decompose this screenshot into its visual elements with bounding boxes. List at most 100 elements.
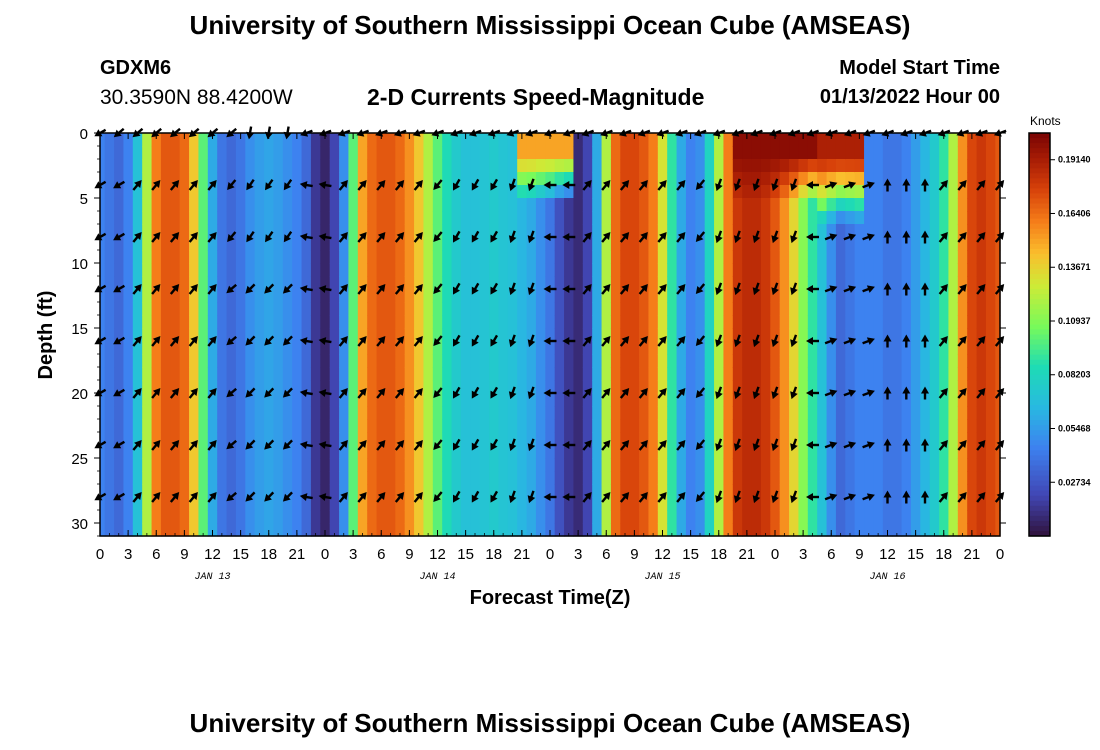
heatmap-cell (207, 341, 218, 355)
heatmap-cell (357, 432, 368, 446)
heatmap-cell (151, 315, 162, 329)
heatmap-cell (339, 185, 350, 199)
heatmap-cell (545, 328, 556, 342)
heatmap-cell (723, 263, 734, 277)
heatmap-cell (301, 172, 312, 186)
heatmap-cell (460, 523, 471, 537)
heatmap-cell (564, 250, 575, 264)
current-arrow (283, 179, 293, 191)
heatmap-cell (217, 172, 228, 186)
heatmap-cell (451, 224, 462, 238)
heatmap-cell (395, 328, 406, 342)
heatmap-cell (207, 133, 218, 147)
heatmap-cell (404, 328, 415, 342)
heatmap-cell (170, 250, 181, 264)
heatmap-cell (601, 198, 612, 212)
heatmap-cell (451, 315, 462, 329)
heatmap-cell (920, 185, 931, 199)
heatmap-cell (657, 315, 668, 329)
heatmap-cell (882, 250, 893, 264)
heatmap-cell (742, 328, 753, 342)
current-arrow (790, 334, 798, 348)
heatmap-cell (657, 289, 668, 303)
current-arrow (113, 492, 125, 501)
heatmap-cell (432, 289, 443, 303)
heatmap-cell (667, 510, 678, 524)
heatmap-cell (414, 328, 425, 342)
heatmap-cell (639, 458, 650, 472)
heatmap-cell (676, 380, 687, 394)
heatmap-cell (592, 146, 603, 160)
heatmap-cell (395, 172, 406, 186)
heatmap-cell (404, 289, 415, 303)
heatmap-cell (826, 263, 837, 277)
current-arrow (562, 285, 576, 293)
heatmap-cell (985, 276, 996, 290)
heatmap-cell (282, 289, 293, 303)
heatmap-cell (817, 172, 828, 186)
heatmap-cell (198, 393, 209, 407)
heatmap-cell (151, 393, 162, 407)
heatmap-cell (526, 341, 537, 355)
heatmap-cell (123, 159, 134, 173)
current-arrow (902, 490, 911, 504)
heatmap-cell (564, 432, 575, 446)
heatmap-cell (470, 497, 481, 511)
heatmap-cell (264, 471, 275, 485)
heatmap-cell (254, 393, 265, 407)
heatmap-cell (957, 497, 968, 511)
current-arrow (508, 178, 517, 192)
current-arrow (676, 284, 686, 295)
heatmap-cell (114, 341, 125, 355)
heatmap-cell (132, 406, 143, 420)
heatmap-cell (985, 250, 996, 264)
heatmap-cell (826, 354, 837, 368)
heatmap-cell (864, 237, 875, 251)
heatmap-cell (151, 380, 162, 394)
heatmap-cell (732, 445, 743, 459)
heatmap-cell (564, 185, 575, 199)
heatmap-cell (835, 393, 846, 407)
heatmap-cell (657, 484, 668, 498)
current-arrow (806, 493, 819, 501)
heatmap-cell (404, 250, 415, 264)
current-arrow (733, 490, 742, 504)
heatmap-cell (639, 159, 650, 173)
current-arrow (226, 335, 237, 346)
colorbar-segment (1029, 405, 1050, 411)
heatmap-cell (273, 341, 284, 355)
heatmap-cell (657, 341, 668, 355)
heatmap-cell (676, 523, 687, 537)
heatmap-cell (235, 484, 246, 498)
heatmap-cell (770, 250, 781, 264)
heatmap-cell (132, 354, 143, 368)
heatmap-cell (320, 328, 331, 342)
heatmap-cell (920, 159, 931, 173)
heatmap-cell (592, 497, 603, 511)
heatmap-cell (123, 211, 134, 225)
current-arrow (921, 230, 929, 244)
heatmap-cell (920, 276, 931, 290)
heatmap-cell (929, 380, 940, 394)
heatmap-cell (423, 341, 434, 355)
heatmap-cell (817, 328, 828, 342)
heatmap-cell (132, 276, 143, 290)
heatmap-cell (451, 393, 462, 407)
heatmap-cell (460, 458, 471, 472)
current-arrow (676, 180, 686, 191)
heatmap-cell (517, 224, 528, 238)
heatmap-cell (282, 341, 293, 355)
current-arrow (265, 179, 274, 191)
heatmap-cell (873, 393, 884, 407)
heatmap-cell (451, 328, 462, 342)
heatmap-cell (282, 172, 293, 186)
colorbar-segment (1029, 505, 1050, 512)
heatmap-cell (432, 393, 443, 407)
heatmap-cell (245, 419, 256, 433)
heatmap-cell (100, 458, 106, 472)
current-arrow (938, 284, 948, 295)
heatmap-cell (376, 445, 387, 459)
heatmap-cell (620, 224, 631, 238)
heatmap-cell (348, 484, 359, 498)
heatmap-cell (442, 497, 453, 511)
